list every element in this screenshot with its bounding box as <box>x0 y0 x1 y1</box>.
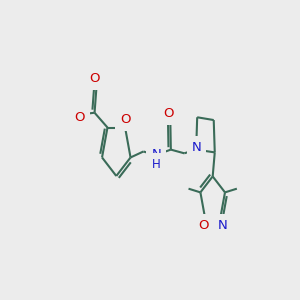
Text: N: N <box>152 148 161 161</box>
Text: O: O <box>89 72 99 85</box>
Text: N: N <box>218 219 227 232</box>
Text: O: O <box>120 113 130 126</box>
Text: H: H <box>152 158 161 171</box>
Text: O: O <box>163 107 173 120</box>
Text: O: O <box>74 111 85 124</box>
Text: O: O <box>198 219 208 232</box>
Text: N: N <box>191 141 201 154</box>
